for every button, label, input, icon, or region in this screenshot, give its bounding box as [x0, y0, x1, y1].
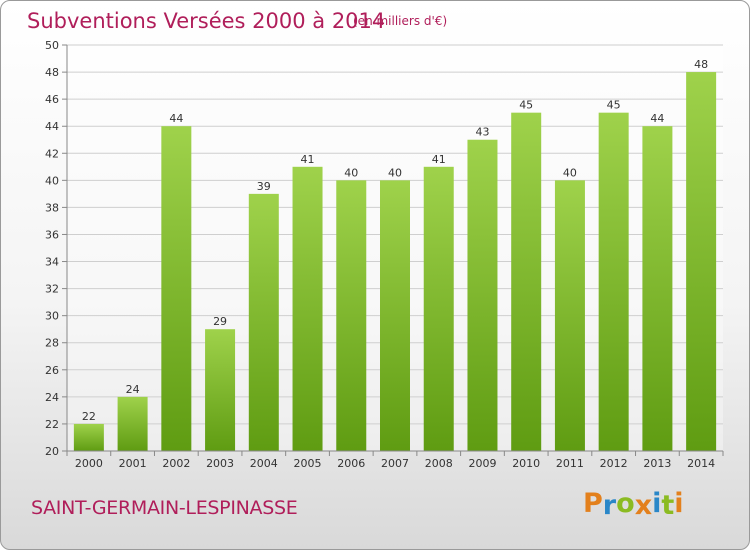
- x-tick-label-2009: 2009: [468, 457, 496, 470]
- x-tick-label-2001: 2001: [119, 457, 147, 470]
- x-tick-label-2002: 2002: [162, 457, 190, 470]
- bar-2004: [248, 193, 279, 451]
- logo-letter: i: [652, 488, 662, 519]
- bar-2005: [292, 166, 323, 452]
- bars: 22 24 44 29 39 41 40 40 41 43 45 40 45 44 48: [73, 58, 717, 452]
- y-tick-label: 20: [45, 445, 59, 458]
- bar-2010: [511, 112, 542, 452]
- bar-2008: [423, 166, 454, 452]
- y-tick-label: 32: [45, 283, 59, 296]
- y-tick-label: 46: [45, 93, 59, 106]
- value-label-2011: 40: [563, 166, 577, 179]
- y-tick-label: 48: [45, 66, 59, 79]
- value-label-2004: 39: [257, 180, 271, 193]
- chart-title: Subventions Versées 2000 à 2014: [27, 9, 386, 33]
- x-tick-label-2006: 2006: [337, 457, 365, 470]
- bar-2014: [686, 72, 717, 452]
- y-tick-label: 26: [45, 364, 59, 377]
- y-tick-label: 50: [45, 39, 59, 52]
- value-label-2002: 44: [169, 112, 183, 125]
- logo-letter: r: [602, 490, 617, 521]
- x-tick-label-2007: 2007: [381, 457, 409, 470]
- x-tick-label-2012: 2012: [600, 457, 628, 470]
- x-tick-label-2014: 2014: [687, 457, 715, 470]
- y-tick-label: 30: [45, 310, 59, 323]
- bar-2009: [467, 139, 498, 451]
- commune-name: SAINT-GERMAIN-LESPINASSE: [31, 497, 298, 519]
- y-tick-label: 28: [45, 337, 59, 350]
- y-tick-label: 36: [45, 228, 59, 241]
- value-label-2003: 29: [213, 315, 227, 328]
- y-tick-label: 44: [45, 120, 59, 133]
- y-tick-label: 22: [45, 418, 59, 431]
- chart-unit: (en milliers d'€): [353, 14, 448, 28]
- value-label-2009: 43: [475, 126, 489, 139]
- bar-2007: [380, 180, 410, 452]
- bar-2000: [73, 423, 104, 451]
- value-label-2010: 45: [519, 99, 533, 112]
- x-tick-label-2008: 2008: [425, 457, 453, 470]
- value-label-2007: 40: [388, 166, 402, 179]
- y-tick-label: 24: [45, 391, 59, 404]
- logo-letter: t: [661, 490, 675, 521]
- value-label-2006: 40: [344, 166, 358, 179]
- bar-2006: [336, 180, 367, 452]
- x-tick-label-2011: 2011: [556, 457, 584, 470]
- value-label-2014: 48: [694, 58, 708, 71]
- bar-2012: [598, 112, 629, 452]
- y-tick-label: 42: [45, 147, 59, 160]
- value-label-2000: 22: [82, 410, 96, 423]
- logo-letter: P: [583, 488, 603, 519]
- proxiti-logo[interactable]: Proxiti: [583, 488, 684, 521]
- logo-letter: i: [674, 488, 684, 519]
- bar-2002: [161, 126, 192, 451]
- x-tick-label-2003: 2003: [206, 457, 234, 470]
- value-label-2008: 41: [432, 153, 446, 166]
- bar-2011: [554, 180, 585, 452]
- value-label-2012: 45: [607, 99, 621, 112]
- x-tick-label-2005: 2005: [294, 457, 322, 470]
- value-label-2005: 41: [301, 153, 315, 166]
- x-tick-label-2013: 2013: [643, 457, 671, 470]
- bar-2001: [117, 396, 148, 451]
- y-tick-label: 40: [45, 174, 59, 187]
- bar-2013: [642, 126, 673, 451]
- x-tick-label-2000: 2000: [75, 457, 103, 470]
- bar-2003: [205, 329, 236, 451]
- value-label-2001: 24: [126, 383, 140, 396]
- x-axis: 2000 2001 2002 2003 2004 2005 2006 2007 2008 2009…: [66, 450, 724, 470]
- y-tick-label: 38: [45, 201, 59, 214]
- value-label-2013: 44: [650, 112, 664, 125]
- y-tick-label: 34: [45, 256, 59, 269]
- logo-letter: x: [634, 490, 653, 521]
- x-tick-label-2010: 2010: [512, 457, 540, 470]
- y-axis: 20 22 24 26 28 30 32 34 36 38 40 42 44 46 48 50: [45, 39, 68, 458]
- x-tick-label-2004: 2004: [250, 457, 278, 470]
- logo-letter: o: [616, 488, 635, 519]
